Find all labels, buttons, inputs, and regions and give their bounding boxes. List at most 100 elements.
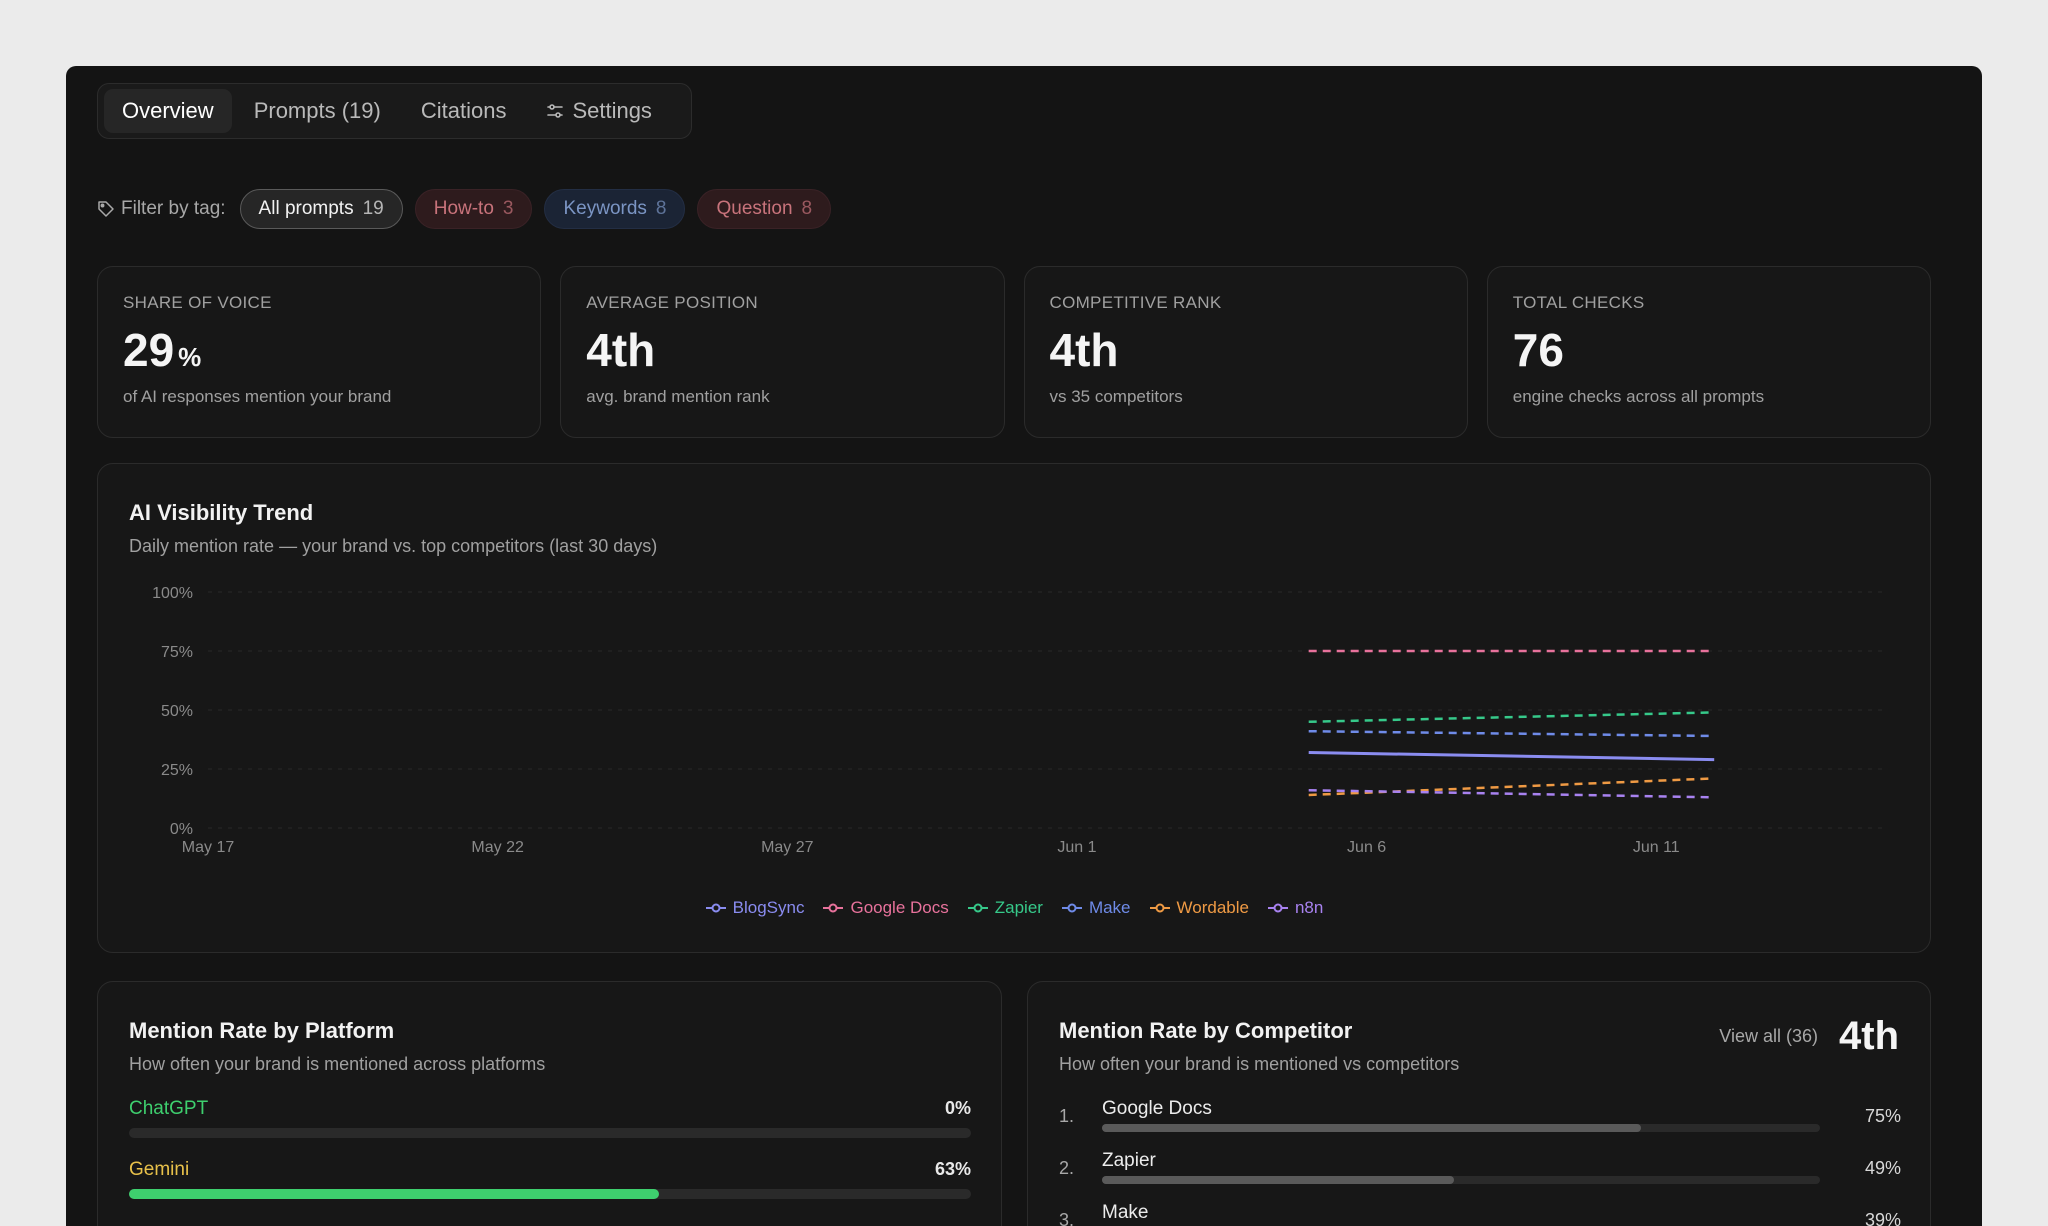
- stat-value-number: 29: [123, 324, 175, 376]
- competitor-mention-card: Mention Rate by Competitor How often you…: [1027, 981, 1931, 1226]
- card-subtitle: How often your brand is mentioned across…: [129, 1054, 546, 1074]
- tag-icon: [98, 201, 114, 217]
- competitor-pct: 39%: [1864, 1210, 1901, 1226]
- series-line-n8n: [1308, 788, 1715, 799]
- platform-pct: 0%: [944, 1098, 971, 1118]
- stat-value: 76: [1512, 324, 1564, 376]
- legend-marker-icon: [967, 903, 988, 913]
- series-line-wordable: [1308, 777, 1715, 797]
- chip-label: Question: [716, 198, 793, 219]
- app-window: Overview Prompts (19) Citations Settings…: [66, 66, 1982, 1226]
- chip-count: 19: [362, 198, 384, 219]
- series-line-zapier: [1308, 711, 1715, 724]
- legend-label: Make: [1088, 898, 1131, 917]
- stat-value: 4th: [586, 324, 656, 376]
- y-tick-label: 50%: [161, 703, 193, 720]
- stat-label: AVERAGE POSITION: [586, 293, 758, 312]
- stat-caption: avg. brand mention rank: [586, 387, 770, 406]
- chart-legend: BlogSync Google Docs Zapier Make Wordable n8n: [98, 898, 1930, 918]
- legend-item[interactable]: Make: [1061, 898, 1131, 918]
- platform-row-gemini: Gemini 63%: [129, 1159, 971, 1199]
- stat-share-of-voice: SHARE OF VOICE 29% of AI responses menti…: [97, 266, 542, 438]
- chip-question[interactable]: Question 8: [697, 189, 832, 229]
- legend-label: Zapier: [994, 898, 1043, 917]
- chip-keywords[interactable]: Keywords 8: [544, 189, 686, 229]
- card-subtitle: Daily mention rate — your brand vs. top …: [129, 536, 658, 556]
- stat-caption: vs 35 competitors: [1049, 387, 1183, 406]
- chip-label: Keywords: [563, 198, 647, 219]
- tag-filter: Filter by tag: All prompts 19 How-to 3 Key…: [97, 188, 832, 230]
- chip-how-to[interactable]: How-to 3: [414, 189, 533, 229]
- chip-label: All prompts: [258, 198, 354, 219]
- stat-caption: engine checks across all prompts: [1512, 387, 1765, 406]
- chip-label: How-to: [433, 198, 494, 219]
- card-header: AI Visibility Trend Daily mention rate —…: [129, 500, 657, 557]
- y-tick-label: 25%: [161, 762, 193, 779]
- platform-bar-track: [129, 1128, 971, 1138]
- legend-marker-icon: [823, 903, 844, 913]
- platform-bar-track: [129, 1189, 971, 1199]
- competitor-name: Zapier: [1102, 1150, 1156, 1171]
- chip-count: 8: [655, 198, 667, 219]
- card-header: Mention Rate by Competitor How often you…: [1059, 1018, 1459, 1075]
- tab-citations[interactable]: Citations: [403, 89, 525, 133]
- tab-label: Prompts (19): [253, 98, 381, 123]
- competitor-name: Make: [1102, 1202, 1149, 1223]
- legend-item[interactable]: Wordable: [1149, 898, 1249, 918]
- competitor-bar-fill: [1102, 1124, 1641, 1132]
- platform-name: ChatGPT: [129, 1098, 209, 1119]
- stat-cards: SHARE OF VOICE 29% of AI responses menti…: [97, 266, 1931, 438]
- sliders-icon: [547, 104, 564, 118]
- platform-bar-fill: [129, 1189, 660, 1199]
- competitor-rank: 1.: [1059, 1106, 1075, 1126]
- tab-overview[interactable]: Overview: [104, 89, 232, 133]
- visibility-trend-card: 0% 25% 50% 75% 100% May 17 May 22 May 27 Jun 1 Ju…: [97, 463, 1931, 953]
- card-header: Mention Rate by Platform How often your …: [129, 1018, 545, 1075]
- rank-value: 4th: [1839, 1014, 1899, 1058]
- chip-all-prompts[interactable]: All prompts 19: [239, 189, 403, 229]
- tab-label: Overview: [122, 98, 214, 123]
- competitor-pct: 49%: [1864, 1158, 1901, 1178]
- series-line-blogsync: [1308, 751, 1715, 762]
- x-tick-label: May 22: [471, 839, 524, 856]
- stat-total-checks: TOTAL CHECKS 76 engine checks across all…: [1486, 266, 1931, 438]
- legend-marker-icon: [705, 903, 726, 913]
- competitor-rank: 3.: [1059, 1210, 1075, 1226]
- legend-marker-icon: [1149, 903, 1170, 913]
- x-tick-label: May 17: [182, 839, 235, 856]
- view-all-link[interactable]: View all (36): [1719, 1026, 1818, 1046]
- competitor-bar-fill: [1102, 1176, 1454, 1184]
- legend-label: Google Docs: [850, 898, 949, 917]
- tab-settings[interactable]: Settings: [528, 89, 670, 133]
- tab-prompts[interactable]: Prompts (19): [236, 89, 399, 133]
- legend-item[interactable]: Zapier: [967, 898, 1043, 918]
- y-tick-label: 100%: [152, 585, 193, 602]
- legend-item[interactable]: n8n: [1267, 898, 1323, 918]
- tab-label: Citations: [420, 98, 507, 123]
- stat-value: 4th: [1049, 324, 1119, 376]
- competitor-name: Google Docs: [1102, 1098, 1212, 1119]
- series-line-make: [1308, 729, 1715, 738]
- stat-label: TOTAL CHECKS: [1512, 293, 1645, 312]
- stat-competitive-rank: COMPETITIVE RANK 4th vs 35 competitors: [1023, 266, 1468, 438]
- stat-label: SHARE OF VOICE: [123, 293, 272, 312]
- card-title: Mention Rate by Platform: [129, 1018, 395, 1043]
- competitor-bar-track: [1102, 1176, 1820, 1184]
- filter-label-text: Filter by tag:: [121, 198, 226, 219]
- tab-label: Settings: [572, 98, 652, 123]
- y-tick-label: 75%: [161, 644, 193, 661]
- platform-pct: 63%: [934, 1159, 971, 1179]
- platform-row-chatgpt: ChatGPT 0%: [129, 1098, 971, 1138]
- chip-count: 3: [502, 198, 514, 219]
- legend-item[interactable]: Google Docs: [822, 898, 949, 918]
- legend-item[interactable]: BlogSync: [705, 898, 804, 918]
- trend-chart: 0% 25% 50% 75% 100% May 17 May 22 May 27 Jun 1 Ju…: [152, 585, 1888, 856]
- card-title: AI Visibility Trend: [129, 500, 314, 525]
- legend-label: Wordable: [1176, 898, 1249, 917]
- stat-caption: of AI responses mention your brand: [123, 387, 392, 406]
- tab-bar: Overview Prompts (19) Citations Settings: [97, 83, 692, 139]
- legend-label: n8n: [1294, 898, 1324, 917]
- stat-label: COMPETITIVE RANK: [1049, 293, 1222, 312]
- chip-count: 8: [801, 198, 813, 219]
- y-tick-label: 0%: [170, 821, 193, 838]
